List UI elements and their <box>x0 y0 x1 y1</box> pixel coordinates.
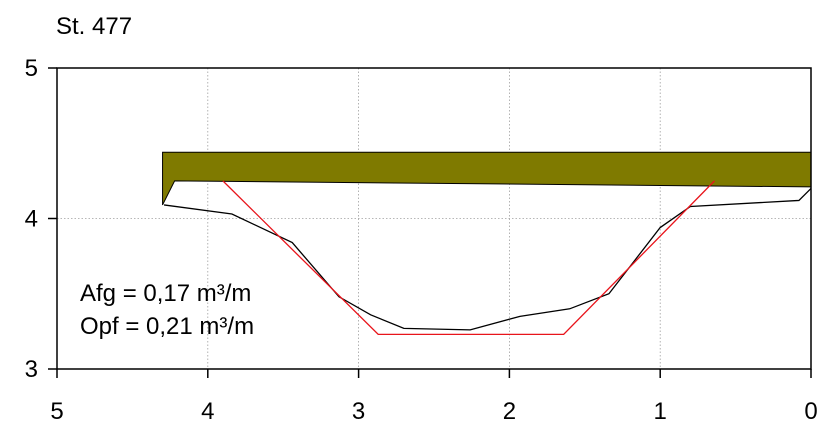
axis-ticks <box>48 67 812 378</box>
x-tick-label-5: 0 <box>804 398 817 425</box>
bridge-deck-layer <box>162 151 812 206</box>
x-tick-label-4: 1 <box>654 398 667 425</box>
y-tick-label-2: 3 <box>25 356 38 383</box>
annotation-afg: Afg = 0,17 m³/m <box>80 280 251 307</box>
y-tick-label-0: 5 <box>25 55 38 82</box>
annotation-opf: Opf = 0,21 m³/m <box>80 313 254 340</box>
x-tick-label-0: 5 <box>50 398 63 425</box>
x-tick-label-3: 2 <box>503 398 516 425</box>
grid-lines <box>57 68 811 369</box>
series-line-terrain-profile <box>163 187 812 331</box>
x-tick-label-2: 3 <box>352 398 365 425</box>
series-line-design-profile <box>222 180 715 336</box>
series-layer <box>163 180 812 336</box>
x-tick-label-1: 4 <box>201 398 214 425</box>
chart-title: St. 477 <box>56 13 132 40</box>
axis-tick-labels: 5 4 3 2 1 0 5 4 3 <box>25 55 818 425</box>
y-tick-label-1: 4 <box>25 206 38 233</box>
bridge-deck <box>162 151 812 206</box>
